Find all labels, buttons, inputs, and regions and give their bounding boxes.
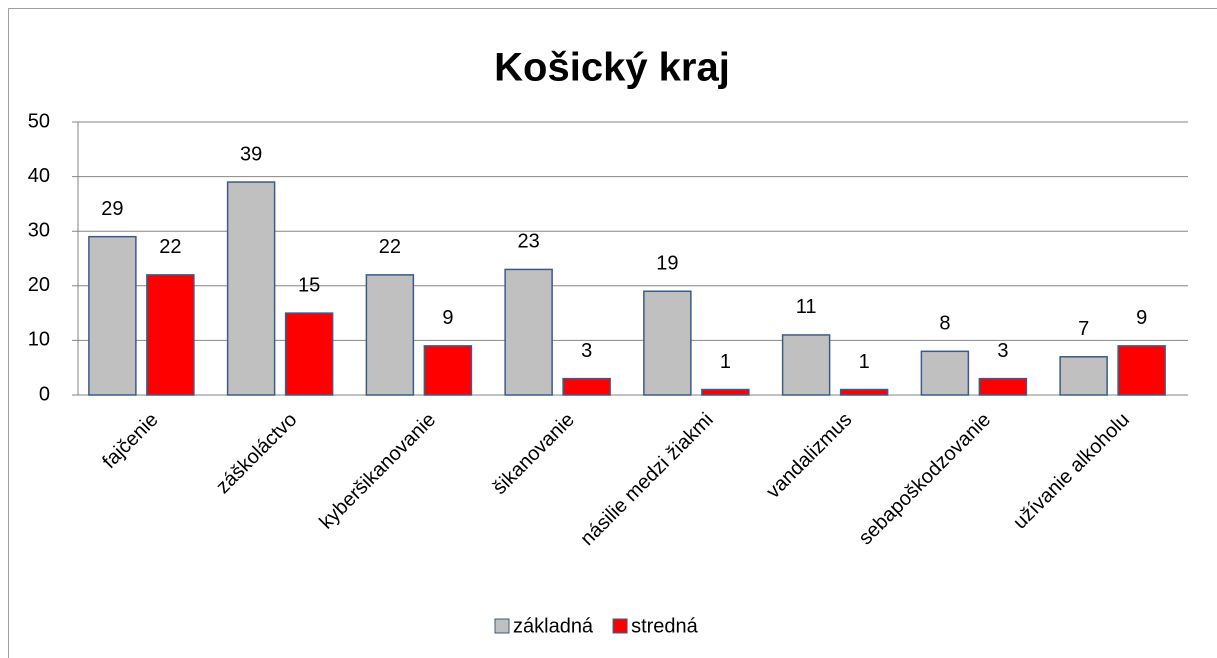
data-label: 15 <box>298 274 320 296</box>
data-label: 11 <box>796 296 817 318</box>
y-tick-label: 50 <box>28 110 50 132</box>
bar <box>978 377 1028 396</box>
bar <box>146 274 195 396</box>
data-label: 22 <box>159 236 181 258</box>
bar <box>920 350 970 396</box>
legend-label: základná <box>513 615 594 637</box>
y-tick-label: 40 <box>28 165 50 187</box>
bar <box>781 334 831 396</box>
data-label: 1 <box>720 351 731 373</box>
legend-label: stredná <box>631 615 699 637</box>
y-tick-label: 20 <box>28 274 50 296</box>
chart-title: Košický kraj <box>494 46 730 90</box>
data-label: 39 <box>240 143 262 165</box>
data-label: 9 <box>1136 307 1147 329</box>
data-label: 7 <box>1078 318 1089 340</box>
legend-swatch <box>612 618 628 634</box>
bar <box>1117 345 1166 396</box>
bar <box>226 181 276 396</box>
data-label: 3 <box>581 340 592 362</box>
bar <box>701 388 750 396</box>
bar <box>1059 356 1108 396</box>
bar <box>504 268 553 396</box>
data-label: 1 <box>859 351 870 373</box>
data-label: 8 <box>939 313 950 335</box>
legend-swatch <box>494 618 510 634</box>
data-label: 19 <box>656 253 678 275</box>
bar <box>365 274 415 396</box>
y-tick-label: 0 <box>39 383 50 405</box>
y-tick-label: 10 <box>28 329 50 351</box>
bar <box>423 345 473 396</box>
y-tick-label: 30 <box>28 219 50 241</box>
bar <box>562 377 611 396</box>
bar <box>88 235 137 396</box>
bar <box>643 290 692 396</box>
data-label: 23 <box>518 231 540 253</box>
chart-frame <box>8 8 1217 658</box>
bar <box>839 388 889 396</box>
bar <box>284 312 334 396</box>
data-label: 29 <box>101 198 123 220</box>
data-label: 9 <box>442 307 453 329</box>
data-label: 3 <box>997 340 1008 362</box>
data-label: 22 <box>379 236 401 258</box>
